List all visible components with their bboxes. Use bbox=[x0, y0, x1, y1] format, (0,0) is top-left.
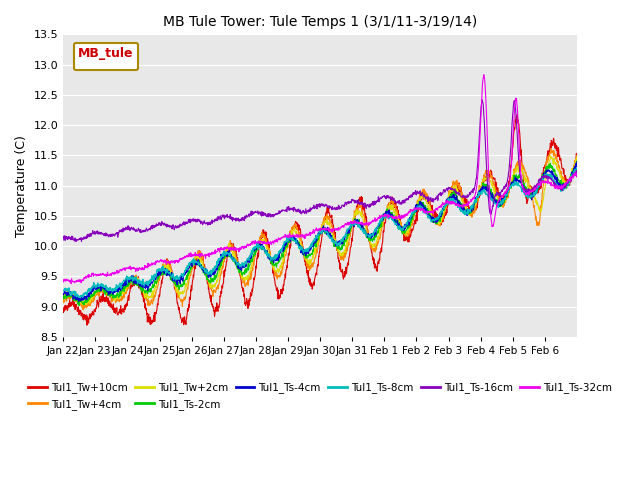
Tul1_Ts-16cm bbox=[292, 207, 300, 213]
Legend: Tul1_Tw+10cm, Tul1_Tw+4cm, Tul1_Tw+2cm, Tul1_Ts-2cm, Tul1_Ts-4cm, Tul1_Ts-8cm, T: Tul1_Tw+10cm, Tul1_Tw+4cm, Tul1_Tw+2cm, … bbox=[24, 378, 616, 414]
Tul1_Ts-16cm bbox=[541, 173, 548, 179]
Line: Tul1_Ts-2cm: Tul1_Ts-2cm bbox=[63, 161, 577, 306]
Tul1_Ts-32cm bbox=[60, 277, 67, 283]
Tul1_Tw+10cm bbox=[573, 154, 581, 160]
Tul1_Ts-16cm bbox=[478, 97, 486, 103]
Tul1_Tw+2cm bbox=[547, 153, 554, 159]
Tul1_Ts-8cm bbox=[413, 203, 421, 209]
Tul1_Ts-32cm bbox=[67, 281, 75, 287]
Tul1_Ts-16cm bbox=[413, 188, 421, 194]
Line: Tul1_Ts-4cm: Tul1_Ts-4cm bbox=[63, 162, 577, 301]
Y-axis label: Temperature (C): Temperature (C) bbox=[15, 135, 28, 237]
Tul1_Tw+2cm bbox=[152, 283, 159, 289]
Line: Tul1_Ts-16cm: Tul1_Ts-16cm bbox=[63, 100, 577, 241]
Tul1_Ts-8cm bbox=[69, 290, 77, 296]
Tul1_Ts-2cm bbox=[540, 171, 548, 177]
Line: Tul1_Tw+10cm: Tul1_Tw+10cm bbox=[63, 114, 577, 325]
Tul1_Tw+4cm bbox=[292, 224, 300, 229]
Tul1_Tw+10cm bbox=[541, 164, 548, 170]
Tul1_Tw+10cm bbox=[323, 209, 330, 215]
Tul1_Tw+10cm bbox=[69, 302, 77, 308]
Tul1_Ts-16cm bbox=[573, 169, 581, 175]
Tul1_Ts-32cm bbox=[152, 261, 159, 266]
Line: Tul1_Tw+2cm: Tul1_Tw+2cm bbox=[63, 156, 577, 305]
Tul1_Ts-4cm bbox=[573, 159, 581, 165]
Tul1_Ts-2cm bbox=[60, 293, 67, 299]
Tul1_Ts-32cm bbox=[323, 227, 330, 232]
Tul1_Ts-4cm bbox=[152, 276, 159, 282]
Tul1_Ts-32cm bbox=[541, 180, 548, 186]
Tul1_Tw+10cm bbox=[513, 111, 521, 117]
Tul1_Ts-4cm bbox=[292, 236, 300, 241]
Tul1_Tw+10cm bbox=[292, 220, 300, 226]
Tul1_Ts-32cm bbox=[69, 279, 77, 285]
Tul1_Ts-16cm bbox=[60, 237, 67, 243]
Tul1_Tw+4cm bbox=[413, 199, 421, 204]
Tul1_Ts-2cm bbox=[292, 239, 300, 244]
Tul1_Ts-32cm bbox=[292, 234, 300, 240]
Tul1_Ts-8cm bbox=[573, 166, 581, 172]
Tul1_Ts-8cm bbox=[152, 273, 159, 279]
Title: MB Tule Tower: Tule Temps 1 (3/1/11-3/19/14): MB Tule Tower: Tule Temps 1 (3/1/11-3/19… bbox=[163, 15, 477, 29]
Tul1_Ts-2cm bbox=[573, 158, 580, 164]
Tul1_Ts-8cm bbox=[540, 173, 548, 179]
Tul1_Tw+2cm bbox=[540, 188, 548, 194]
Tul1_Tw+2cm bbox=[413, 199, 421, 205]
Tul1_Tw+2cm bbox=[323, 218, 330, 224]
Tul1_Ts-2cm bbox=[76, 303, 83, 309]
Tul1_Ts-8cm bbox=[323, 229, 330, 235]
Tul1_Ts-8cm bbox=[60, 288, 67, 293]
Tul1_Ts-4cm bbox=[413, 203, 421, 209]
Tul1_Tw+4cm bbox=[60, 299, 67, 305]
Tul1_Ts-4cm bbox=[75, 299, 83, 304]
Tul1_Tw+10cm bbox=[83, 322, 91, 328]
Tul1_Ts-8cm bbox=[292, 240, 300, 245]
Tul1_Ts-2cm bbox=[69, 293, 77, 299]
Line: Tul1_Ts-8cm: Tul1_Ts-8cm bbox=[63, 168, 577, 298]
Tul1_Tw+2cm bbox=[60, 295, 67, 300]
Tul1_Tw+10cm bbox=[413, 209, 421, 215]
Tul1_Ts-8cm bbox=[75, 295, 83, 300]
Tul1_Tw+10cm bbox=[60, 309, 67, 314]
Tul1_Tw+4cm bbox=[547, 146, 555, 152]
Tul1_Ts-4cm bbox=[60, 290, 67, 296]
Tul1_Tw+4cm bbox=[152, 290, 159, 296]
Tul1_Tw+4cm bbox=[573, 152, 581, 158]
Tul1_Tw+2cm bbox=[81, 302, 88, 308]
Line: Tul1_Tw+4cm: Tul1_Tw+4cm bbox=[63, 149, 577, 310]
Tul1_Ts-4cm bbox=[69, 293, 77, 299]
Tul1_Ts-8cm bbox=[573, 165, 580, 171]
Line: Tul1_Ts-32cm: Tul1_Ts-32cm bbox=[63, 75, 577, 284]
Tul1_Tw+2cm bbox=[292, 229, 300, 235]
Tul1_Ts-4cm bbox=[540, 172, 548, 178]
Tul1_Ts-32cm bbox=[573, 170, 581, 176]
Tul1_Ts-32cm bbox=[413, 205, 421, 211]
Tul1_Tw+2cm bbox=[69, 293, 77, 299]
Tul1_Ts-2cm bbox=[323, 228, 330, 233]
Tul1_Ts-2cm bbox=[152, 279, 159, 285]
Tul1_Tw+4cm bbox=[323, 216, 330, 222]
Tul1_Tw+4cm bbox=[79, 307, 87, 313]
Tul1_Ts-16cm bbox=[72, 239, 80, 244]
Tul1_Ts-32cm bbox=[480, 72, 488, 78]
Tul1_Ts-2cm bbox=[413, 201, 421, 207]
Tul1_Ts-16cm bbox=[323, 203, 330, 209]
Tul1_Ts-4cm bbox=[323, 230, 330, 236]
Tul1_Ts-16cm bbox=[152, 223, 159, 229]
Tul1_Ts-2cm bbox=[573, 161, 581, 167]
Tul1_Tw+4cm bbox=[540, 172, 548, 178]
Tul1_Ts-16cm bbox=[69, 234, 77, 240]
Tul1_Tw+4cm bbox=[69, 294, 77, 300]
Tul1_Tw+10cm bbox=[152, 310, 159, 316]
Tul1_Tw+2cm bbox=[573, 153, 581, 159]
